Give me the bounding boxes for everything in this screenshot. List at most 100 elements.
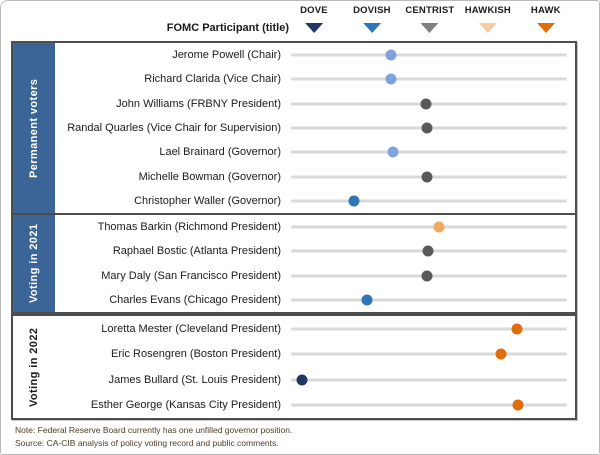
participant-name: Michelle Bowman (Governor) <box>138 170 281 183</box>
participant-row: Charles Evans (Chicago President) <box>55 288 575 312</box>
legend-item: HAWKISH <box>465 5 511 33</box>
position-dot <box>296 374 308 386</box>
dove-hawk-scale <box>289 164 575 188</box>
dove-hawk-scale <box>289 67 575 91</box>
participant-row: Lael Brainard (Governor) <box>55 140 575 164</box>
legend-label: HAWKISH <box>464 5 511 16</box>
position-dot <box>420 98 432 110</box>
dove-hawk-scale <box>289 43 575 67</box>
scale-track <box>291 327 567 331</box>
dove-hawk-scale <box>289 116 575 140</box>
group-label: Voting in 2021 <box>28 223 40 304</box>
participant-name: Eric Rosengren (Boston President) <box>111 348 281 361</box>
scale-track <box>291 225 567 229</box>
section-divider <box>13 213 575 215</box>
dove-hawk-scale <box>289 367 575 393</box>
dove-hawk-scale <box>289 92 575 116</box>
participant-row: James Bullard (St. Louis President) <box>55 367 575 393</box>
rows-permanent-voters: Jerome Powell (Chair) Richard Clarida (Vi… <box>55 43 575 213</box>
participant-name: Loretta Mester (Cleveland President) <box>101 322 281 335</box>
participant-row: Loretta Mester (Cleveland President) <box>55 316 575 342</box>
legend-triangle-icon <box>536 23 555 33</box>
position-dot <box>433 221 445 233</box>
position-dot <box>361 294 373 306</box>
legend-item: CENTRIST <box>405 5 454 33</box>
legend-item: DOVE <box>300 5 328 33</box>
voters-2021-box: Permanent voters Jerome Powell (Chair) Ri… <box>11 41 577 314</box>
participant-row: Raphael Bostic (Atlanta President) <box>55 239 575 263</box>
scale-track <box>291 199 567 203</box>
participant-column-header: FOMC Participant (title) <box>166 22 289 34</box>
participant-name: Raphael Bostic (Atlanta President) <box>112 245 281 258</box>
dove-hawk-scale <box>289 189 575 213</box>
position-dot <box>421 122 433 134</box>
dove-hawk-scale <box>289 316 575 342</box>
section-voting-2022: Voting in 2022 Loretta Mester (Cleveland… <box>13 316 575 418</box>
legend-item: DOVISH <box>353 5 391 33</box>
position-dot <box>512 399 524 411</box>
legend-triangle-icon <box>478 23 497 33</box>
position-dot <box>385 73 397 85</box>
participant-row: Christopher Waller (Governor) <box>55 189 575 213</box>
dove-hawk-scale <box>289 342 575 368</box>
group-label: Permanent voters <box>28 78 40 178</box>
note-line: Note: Federal Reserve Board currently ha… <box>15 425 293 435</box>
group-label-cell: Voting in 2022 <box>13 316 55 418</box>
position-dot <box>495 348 507 360</box>
scale-track <box>291 298 567 302</box>
scale-track <box>291 77 567 81</box>
group-label: Voting in 2022 <box>28 327 40 407</box>
dove-hawk-scale <box>289 215 575 239</box>
group-label-cell: Voting in 2021 <box>13 215 55 312</box>
scale-track <box>291 378 567 382</box>
participant-name: Lael Brainard (Governor) <box>159 146 281 159</box>
scale-track <box>291 150 567 154</box>
dove-hawk-scale <box>289 264 575 288</box>
participant-name: Thomas Barkin (Richmond President) <box>97 221 281 234</box>
legend-triangle-icon <box>420 23 439 33</box>
scale-track <box>291 53 567 57</box>
rows-voting-2022: Loretta Mester (Cleveland President) Eric… <box>55 316 575 418</box>
position-dot <box>422 245 434 257</box>
voters-2022-box: Voting in 2022 Loretta Mester (Cleveland… <box>11 314 577 420</box>
participant-name: Charles Evans (Chicago President) <box>109 293 281 306</box>
legend-triangle-icon <box>304 23 323 33</box>
position-dot <box>348 195 360 207</box>
section-voting-2021: Voting in 2021 Thomas Barkin (Richmond P… <box>13 215 575 312</box>
legend-label: DOVE <box>300 5 328 16</box>
footnotes: Note: Federal Reserve Board currently ha… <box>15 424 292 450</box>
position-dot <box>387 146 399 158</box>
dove-hawk-scale <box>289 393 575 419</box>
participant-row: Richard Clarida (Vice Chair) <box>55 67 575 91</box>
participant-name: John Williams (FRBNY President) <box>116 97 281 110</box>
participant-row: Randal Quarles (Vice Chair for Supervisi… <box>55 116 575 140</box>
dove-hawk-scale <box>289 288 575 312</box>
scale-track <box>291 352 567 356</box>
participant-row: Mary Daly (San Francisco President) <box>55 264 575 288</box>
position-dot <box>421 171 433 183</box>
participant-name: Esther George (Kansas City President) <box>90 399 281 412</box>
participant-name: Christopher Waller (Governor) <box>134 194 281 207</box>
participant-row: John Williams (FRBNY President) <box>55 92 575 116</box>
legend: DOVE DOVISH CENTRIST HAWKISH HAWK <box>293 5 569 41</box>
source-line: Source: CA-CIB analysis of policy voting… <box>15 437 279 448</box>
participant-name: Richard Clarida (Vice Chair) <box>144 73 281 86</box>
participant-name: Randal Quarles (Vice Chair for Supervisi… <box>67 121 281 134</box>
dove-hawk-scale <box>289 140 575 164</box>
dove-hawk-scale <box>289 239 575 263</box>
position-dot <box>511 323 523 335</box>
group-label-cell: Permanent voters <box>13 43 55 213</box>
legend-label: CENTRIST <box>405 5 455 16</box>
legend-label: DOVISH <box>353 5 391 16</box>
scale-track <box>291 403 567 407</box>
legend-label: HAWK <box>530 5 561 16</box>
participant-row: Michelle Bowman (Governor) <box>55 164 575 188</box>
position-dot <box>385 49 397 61</box>
legend-item: HAWK <box>531 5 561 33</box>
legend-triangle-icon <box>362 23 381 33</box>
participant-name: James Bullard (St. Louis President) <box>108 373 281 386</box>
participant-row: Esther George (Kansas City President) <box>55 393 575 419</box>
participant-row: Eric Rosengren (Boston President) <box>55 342 575 368</box>
participant-name: Mary Daly (San Francisco President) <box>101 269 281 282</box>
